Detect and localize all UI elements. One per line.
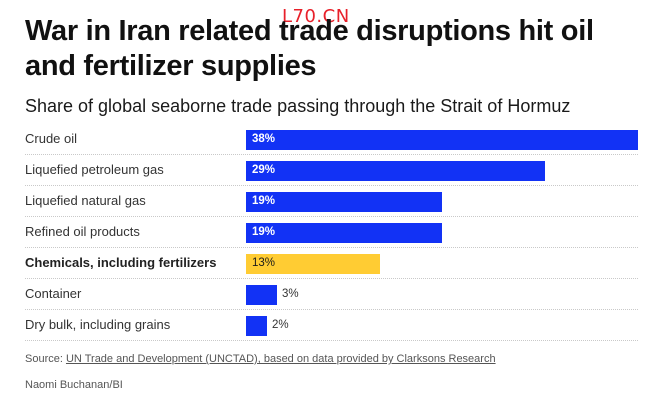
bar-chart: Crude oil 38% Liquefied petroleum gas 29% Li… xyxy=(0,124,653,344)
category-label: Container xyxy=(25,286,82,301)
chart-row: Liquefied natural gas 19% xyxy=(25,186,638,217)
chart-subtitle: Share of global seaborne trade passing t… xyxy=(25,96,571,116)
value-label: 3% xyxy=(282,288,299,300)
watermark: L70.CN xyxy=(282,6,350,27)
bar xyxy=(246,192,442,212)
bar xyxy=(246,223,442,243)
chart-row: Liquefied petroleum gas 29% xyxy=(25,155,638,186)
category-label: Refined oil products xyxy=(25,224,140,239)
credit-line: Naomi Buchanan/BI xyxy=(25,379,123,391)
source-link[interactable]: UN Trade and Development (UNCTAD), based… xyxy=(65,353,496,365)
category-label: Liquefied natural gas xyxy=(25,193,146,208)
value-label: 38% xyxy=(252,133,276,145)
chart-row: Crude oil 38% xyxy=(25,124,638,155)
category-label: Dry bulk, including grains xyxy=(25,317,171,332)
value-label: 19% xyxy=(252,195,276,207)
category-label: Liquefied petroleum gas xyxy=(25,162,164,177)
category-label: Crude oil xyxy=(25,131,78,146)
bar xyxy=(246,130,638,150)
chart-row: Dry bulk, including grains 2% xyxy=(25,310,638,341)
chart-row: Chemicals, including fertilizers 13% xyxy=(25,248,638,279)
source-prefix: Source: xyxy=(25,353,66,365)
bar xyxy=(246,254,380,274)
bar xyxy=(246,161,545,181)
source-note: Source: UN Trade and Development (UNCTAD… xyxy=(25,353,496,365)
category-label: Chemicals, including fertilizers xyxy=(25,255,217,270)
bar xyxy=(246,316,267,336)
chart-title: War in Iran related trade disruptions hi… xyxy=(25,15,594,82)
value-label: 13% xyxy=(252,257,276,269)
bar xyxy=(246,285,277,305)
chart-row: Container 3% xyxy=(25,279,638,310)
value-label: 29% xyxy=(252,164,276,176)
chart-row: Refined oil products 19% xyxy=(25,217,638,248)
value-label: 2% xyxy=(272,319,289,331)
value-label: 19% xyxy=(252,226,276,238)
